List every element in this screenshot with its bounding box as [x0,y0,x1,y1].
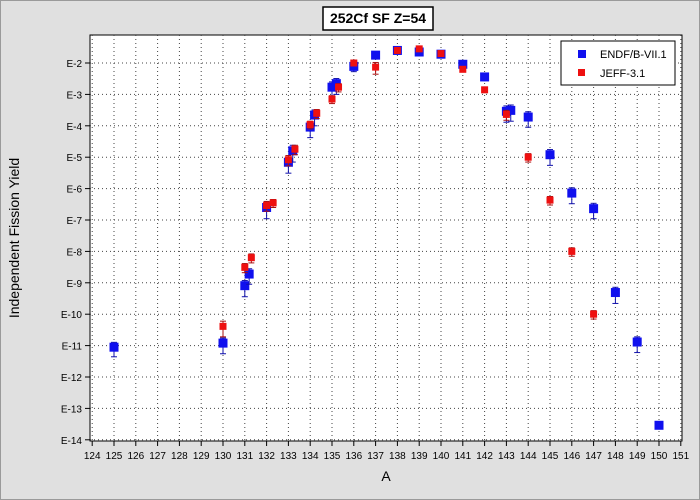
data-point [523,112,533,122]
data-point [524,153,532,161]
data-point [372,63,380,71]
x-tick-label: 140 [433,451,450,462]
data-point [589,204,599,214]
y-tick-label: E-6 [66,185,82,196]
y-tick-label: E-9 [66,279,82,290]
x-axis-label: A [381,468,391,484]
x-tick-label: 143 [498,451,515,462]
data-point [568,247,576,255]
data-point [241,263,249,271]
y-tick-label: E-10 [61,310,83,321]
x-tick-label: 145 [542,451,559,462]
series-layer [109,45,664,430]
data-point [590,310,598,318]
y-tick-label: E-5 [66,153,82,164]
data-point [240,281,250,291]
x-tick-label: 144 [520,451,537,462]
x-tick-label: 126 [127,451,144,462]
y-tick-label: E-2 [66,59,82,70]
y-tick-label: E-11 [62,342,83,353]
x-tick-label: 133 [280,451,297,462]
data-point [335,83,343,91]
legend-swatch-jeff [578,69,585,76]
x-tick-label: 136 [345,451,362,462]
data-point [244,269,254,279]
x-tick-label: 124 [84,451,101,462]
x-tick-label: 150 [651,451,668,462]
x-tick-label: 147 [585,451,602,462]
data-point [247,254,255,262]
data-point [481,86,489,94]
data-point [371,50,381,60]
title-box [322,6,434,31]
x-axis-ticks: 124 125 126 127 128 129 130 131 132 133 134 135 136 1… [84,441,690,462]
y-tick-label: E-7 [66,216,82,227]
data-point [218,338,228,348]
x-tick-label: 142 [476,451,493,462]
legend-label-jeff: JEFF-3.1 [600,68,645,80]
x-tick-label: 131 [236,451,253,462]
data-point [313,109,321,117]
data-point [567,188,577,198]
x-tick-label: 127 [149,451,166,462]
x-tick-label: 151 [672,451,689,462]
x-tick-label: 135 [324,451,341,462]
data-point [109,342,119,352]
data-point [480,72,490,82]
x-tick-label: 149 [629,451,646,462]
data-point [545,150,555,160]
legend-swatch-endf [578,50,586,58]
data-point [269,199,277,207]
x-tick-label: 138 [389,451,406,462]
legend: ENDF/B-VII.1 JEFF-3.1 [560,40,676,86]
x-tick-label: 137 [367,451,384,462]
x-tick-label: 134 [302,451,319,462]
data-point [284,156,292,164]
x-tick-label: 146 [563,451,580,462]
y-tick-label: E-12 [61,373,83,384]
data-point [437,50,445,58]
data-point [610,288,620,298]
y-tick-label: E-8 [66,247,82,258]
data-point [632,337,642,347]
data-point [654,420,664,430]
y-tick-label: E-4 [66,122,82,133]
x-tick-label: 139 [411,451,428,462]
data-point [415,45,423,53]
series-1 [219,45,598,338]
x-tick-label: 129 [193,451,210,462]
data-point [291,145,299,153]
x-tick-label: 128 [171,451,188,462]
x-tick-label: 125 [106,451,123,462]
data-point [219,322,227,330]
chart-title: 252Cf SF Z=54 [330,10,426,26]
data-point [506,105,516,115]
data-point [458,59,468,69]
y-tick-label: E-3 [66,90,82,101]
data-point [306,121,314,129]
legend-box [560,40,676,86]
data-point [350,59,358,67]
data-point [502,110,510,118]
data-point [263,201,271,209]
data-point [328,95,336,103]
y-tick-label: E-13 [61,404,83,415]
x-tick-label: 130 [215,451,232,462]
x-tick-label: 141 [454,451,471,462]
data-point [393,46,401,54]
data-point [459,65,467,73]
x-tick-label: 148 [607,451,624,462]
grid-lines [90,35,682,441]
plot-area [89,34,683,442]
y-axis-label: Independent Fission Yield [6,158,22,318]
y-axis-ticks: E-2 E-3 E-4 E-5 E-6 E-7 E-8 E-9 E-10 E-11 E-12 E-13… [61,59,90,447]
legend-label-endf: ENDF/B-VII.1 [600,49,667,61]
x-tick-label: 132 [258,451,275,462]
data-point [546,196,554,204]
y-tick-label: E-14 [61,436,83,447]
